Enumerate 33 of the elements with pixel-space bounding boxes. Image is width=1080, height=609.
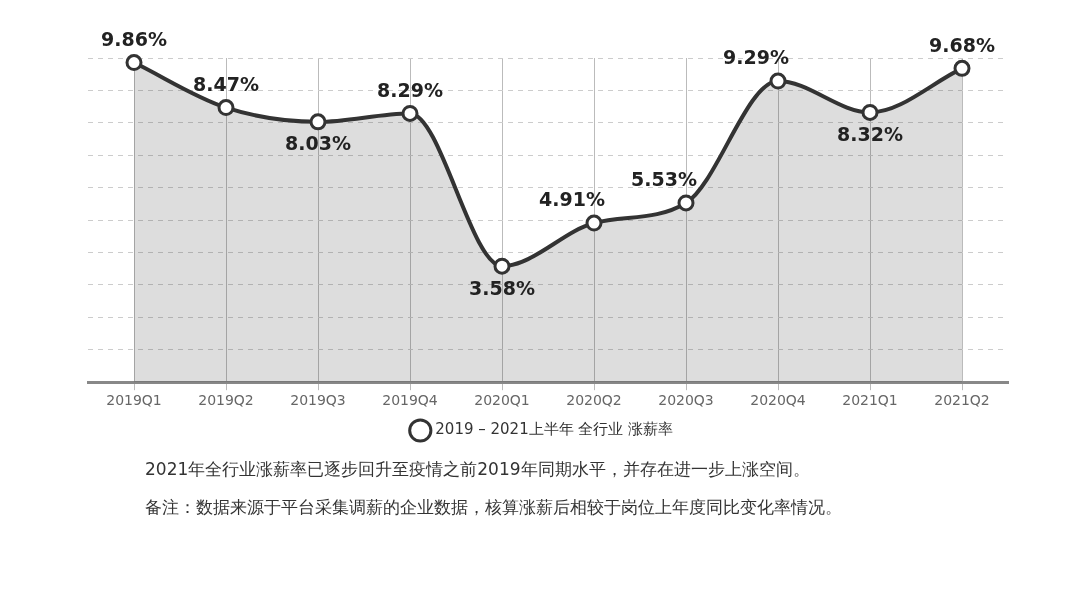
data-label: 9.29% bbox=[723, 46, 789, 69]
point bbox=[309, 113, 327, 131]
data-label: 5.53% bbox=[631, 168, 697, 191]
point bbox=[401, 104, 419, 122]
point bbox=[217, 99, 235, 117]
point bbox=[493, 257, 511, 275]
x-tick-label: 2019Q1 bbox=[106, 392, 162, 409]
data-label: 9.86% bbox=[101, 27, 167, 50]
point bbox=[677, 194, 695, 212]
data-label: 8.47% bbox=[193, 73, 259, 96]
x-tick-label: 2020Q2 bbox=[566, 392, 622, 409]
x-tick-label: 2020Q3 bbox=[658, 392, 714, 409]
x-tick-label: 2019Q2 bbox=[198, 392, 254, 409]
x-tick-label: 2019Q4 bbox=[382, 392, 438, 409]
point bbox=[585, 214, 603, 232]
x-tick-label: 2021Q2 bbox=[934, 392, 990, 409]
data-label: 8.03% bbox=[285, 132, 351, 155]
point bbox=[125, 54, 143, 72]
text: 备注：数据来源于平台采集调薪的企业数据，核算涨薪后相较于岗位上年度同比变化率情况。 bbox=[145, 496, 843, 519]
x-tick-label: 2021Q1 bbox=[842, 392, 898, 409]
data-label: 3.58% bbox=[469, 276, 535, 299]
x-tick-label: 2020Q1 bbox=[474, 392, 530, 409]
point bbox=[953, 59, 971, 77]
data-label: 8.32% bbox=[837, 122, 903, 145]
text: 2021年全行业涨薪率已逐步回升至疫情之前2019年同期水平，并存在进一步上涨空间。 bbox=[145, 458, 811, 481]
x-tick-label: 2020Q4 bbox=[750, 392, 806, 409]
legend-label: 2019 – 2021上半年 全行业 涨薪率 bbox=[435, 420, 674, 439]
point bbox=[861, 103, 879, 121]
x-tick-label: 2019Q3 bbox=[290, 392, 346, 409]
data-label: 8.29% bbox=[377, 78, 443, 101]
data-label: 4.91% bbox=[539, 188, 605, 211]
data-label: 9.68% bbox=[929, 33, 995, 56]
point bbox=[769, 72, 787, 90]
